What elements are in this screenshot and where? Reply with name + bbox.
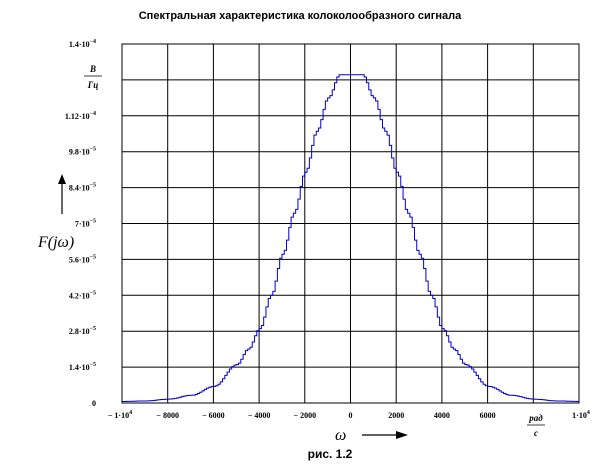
y-tick-label-5: 7·10−5: [75, 219, 96, 229]
x-tick-label-3: − 4000: [248, 411, 271, 420]
x-tick-label-8: 6000: [480, 411, 496, 420]
x-tick-label-0: − 1·104: [108, 410, 132, 420]
x-unit-denominator: c: [534, 428, 538, 438]
y-axis-label-group: F(jω): [37, 174, 74, 251]
y-tick-label-10: 1.4·10−4: [69, 39, 96, 49]
x-tick-label-6: 2000: [388, 411, 404, 420]
y-tick-label-3: 4.2·10−5: [69, 290, 96, 300]
x-tick-label-10: 1·104: [572, 410, 590, 420]
y-tick-label-1: 1.4·10−5: [69, 362, 96, 372]
x-tick-label-2: − 6000: [202, 411, 225, 420]
plot-frame: [121, 43, 580, 404]
y-tick-labels: 0 1.4·10−5 2.8·10−5 4.2·10−5 5.6·10−5 7·10−5 8…: [65, 39, 96, 408]
x-unit: рад c: [527, 413, 545, 438]
y-tick-label-8: 1.12·10−4: [65, 111, 96, 121]
y-tick-label-6: 8.4·10−5: [69, 183, 96, 193]
grid-lines: [121, 43, 580, 404]
axes: [121, 43, 580, 404]
x-tick-label-7: 4000: [434, 411, 450, 420]
y-unit: B Гц: [84, 64, 102, 90]
y-unit-numerator: B: [89, 64, 96, 74]
x-axis-label-group: ω: [335, 427, 408, 444]
x-axis-label: ω: [335, 427, 346, 444]
series-line-0: [122, 74, 580, 402]
y-unit-denominator: Гц: [87, 80, 98, 90]
x-tick-label-5: 0: [349, 411, 353, 420]
x-arrowhead-icon: [396, 431, 408, 439]
y-tick-label-7: 9.8·10−5: [69, 147, 96, 157]
y-tick-label-2: 2.8·10−5: [69, 326, 96, 336]
y-arrowhead-icon: [58, 174, 66, 184]
figure-caption: рис. 1.2: [307, 447, 353, 461]
y-tick-label-0: 0: [92, 399, 96, 408]
chart-title: Спектральная характеристика колоколообра…: [138, 10, 462, 22]
x-tick-label-4: − 2000: [294, 411, 317, 420]
y-tick-label-4: 5.6·10−5: [69, 254, 96, 264]
x-unit-numerator: рад: [528, 413, 543, 423]
x-tick-labels: − 1·104 − 8000 − 6000 − 4000 − 2000 0 2000 4000…: [108, 410, 590, 420]
y-axis-label: F(jω): [37, 234, 74, 251]
series-layer: [122, 74, 580, 402]
x-tick-label-1: − 8000: [156, 411, 179, 420]
